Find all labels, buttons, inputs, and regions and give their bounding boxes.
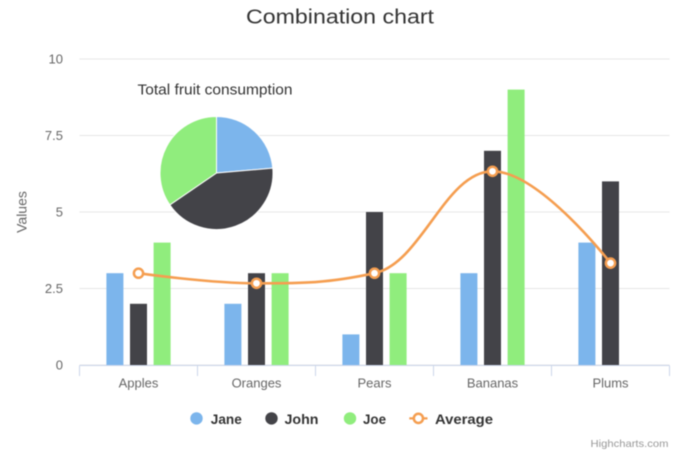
svg-text:Average: Average [435, 412, 494, 427]
svg-text:10: 10 [49, 52, 63, 67]
svg-text:7.5: 7.5 [45, 128, 63, 143]
svg-text:John: John [285, 412, 319, 427]
svg-text:Joe: Joe [363, 412, 386, 427]
svg-text:0: 0 [56, 358, 63, 373]
svg-text:Combination chart: Combination chart [246, 7, 435, 29]
svg-text:Pears: Pears [358, 376, 392, 391]
svg-text:Plums: Plums [592, 376, 629, 391]
svg-text:Highcharts.com: Highcharts.com [591, 438, 669, 450]
svg-text:Jane: Jane [211, 412, 242, 427]
svg-text:Total fruit consumption: Total fruit consumption [138, 82, 293, 99]
svg-text:Bananas: Bananas [467, 376, 519, 391]
svg-text:2.5: 2.5 [45, 281, 63, 296]
svg-text:Oranges: Oranges [232, 376, 282, 391]
svg-text:5: 5 [56, 205, 63, 220]
svg-text:Values: Values [14, 191, 30, 233]
svg-text:Apples: Apples [119, 376, 159, 391]
